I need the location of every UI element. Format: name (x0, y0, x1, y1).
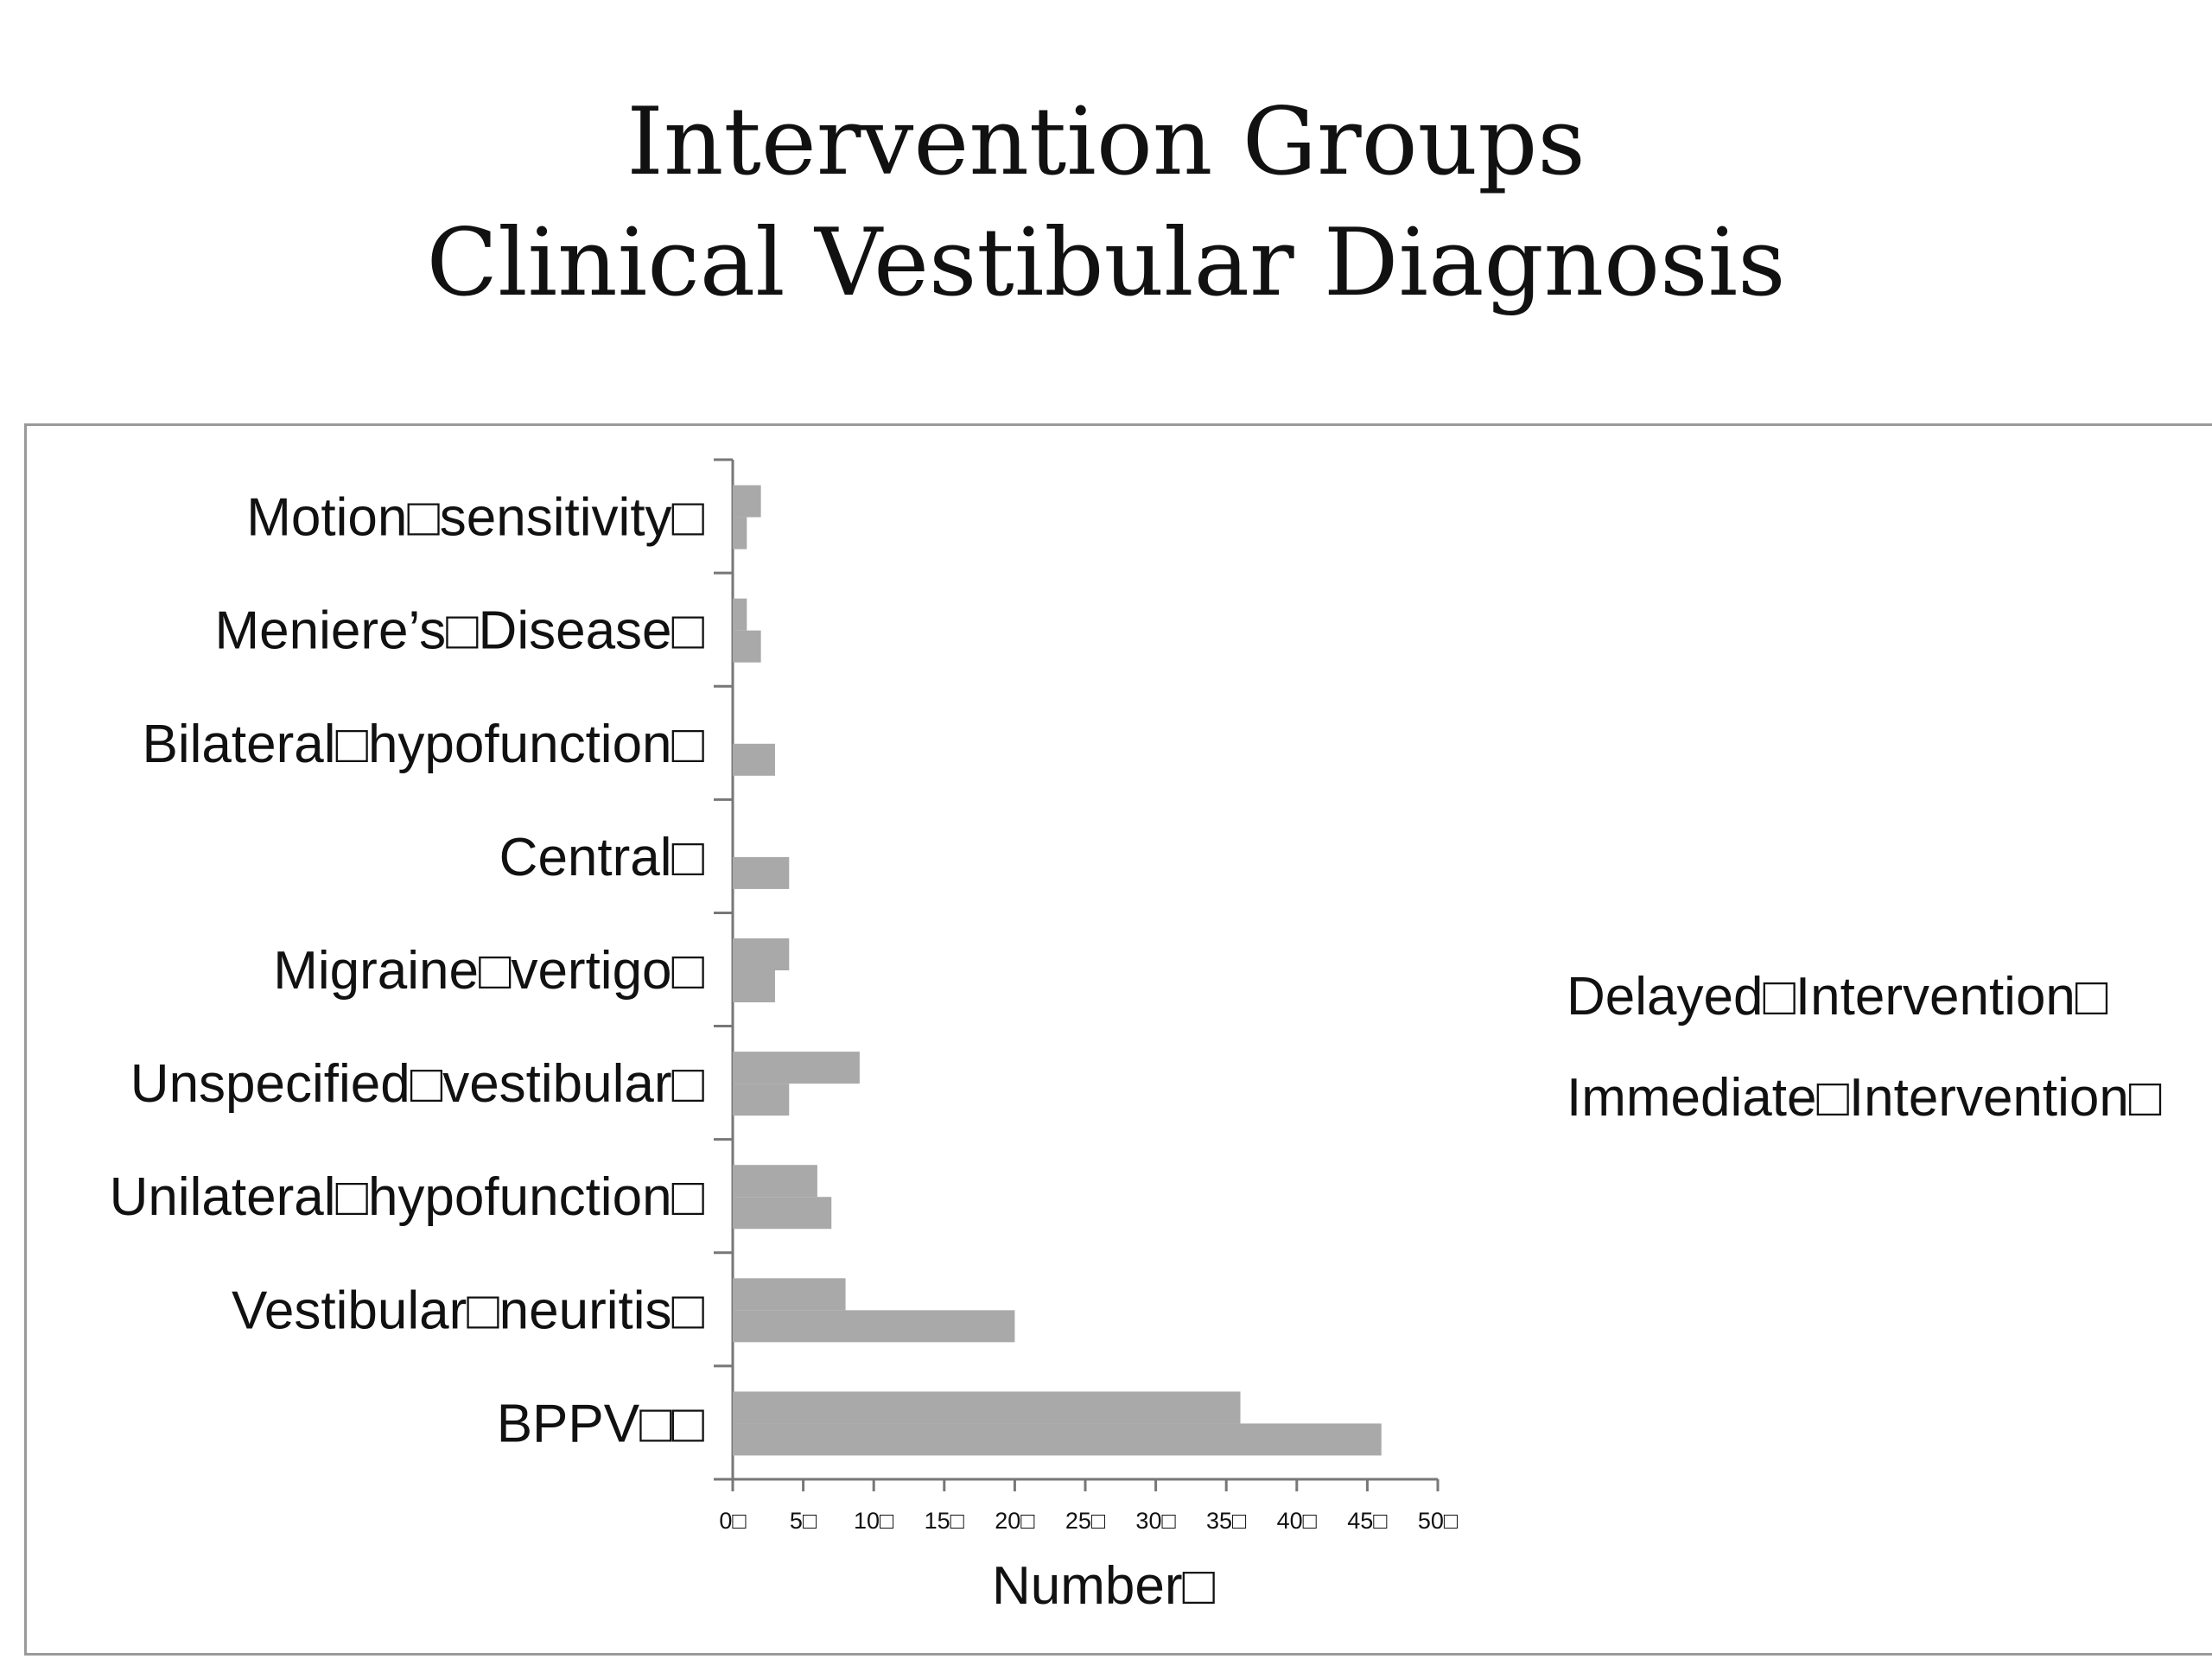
slide-title: Intervention Groups Clinical Vestibular … (0, 82, 2212, 324)
x-axis-title: Number□ (992, 1556, 1216, 1616)
bar-delayed (733, 1278, 846, 1311)
bar-delayed (733, 1052, 860, 1084)
x-tick-label: 20□ (995, 1508, 1035, 1534)
bar-immediate (733, 1423, 1382, 1456)
x-tick-label: 15□ (925, 1508, 965, 1534)
category-label: Bilateral□hypofunction□ (143, 715, 705, 774)
x-tick-label: 0□ (719, 1508, 747, 1534)
category-label: Central□ (499, 828, 705, 887)
x-tick-label: 40□ (1277, 1508, 1318, 1534)
category-label: Migraine□vertigo□ (273, 941, 704, 1001)
category-label: Unspecified□vestibular□ (130, 1054, 705, 1114)
bar-delayed (733, 1391, 1241, 1424)
category-label: Vestibular□neuritis□ (232, 1281, 705, 1340)
x-tick-label: 35□ (1206, 1508, 1247, 1534)
x-tick-label: 25□ (1065, 1508, 1106, 1534)
bar-immediate (733, 517, 747, 550)
bar-immediate (733, 1197, 832, 1230)
bar-immediate (733, 1084, 790, 1116)
bar-immediate (733, 630, 761, 663)
x-tick-label: 10□ (854, 1508, 894, 1534)
bar-delayed (733, 598, 747, 631)
x-tick-label: 45□ (1347, 1508, 1388, 1534)
bar-immediate (733, 970, 775, 1002)
category-label: Meniere’s□Disease□ (214, 601, 704, 661)
bar-delayed (733, 938, 790, 970)
bar-immediate (733, 1310, 1015, 1343)
legend-entry: Delayed□Intervention□ (1567, 967, 2108, 1027)
bar-immediate (733, 856, 790, 889)
x-tick-label: 50□ (1418, 1508, 1459, 1534)
category-label: Unilateral□hypofunction□ (110, 1167, 705, 1227)
chart-frame (24, 423, 2212, 1656)
legend-entry: Immediate□Intervention□ (1567, 1068, 2162, 1128)
bar-delayed (733, 1165, 817, 1198)
x-tick-label: 5□ (790, 1508, 817, 1534)
x-tick-label: 30□ (1135, 1508, 1176, 1534)
category-label: BPPV□□ (497, 1394, 705, 1453)
title-line-2: Clinical Vestibular Diagnosis (426, 209, 1786, 317)
bar-delayed (733, 485, 761, 518)
category-label: Motion□sensitivity□ (246, 488, 704, 548)
title-line-1: Intervention Groups (626, 88, 1586, 196)
bar-immediate (733, 743, 775, 776)
